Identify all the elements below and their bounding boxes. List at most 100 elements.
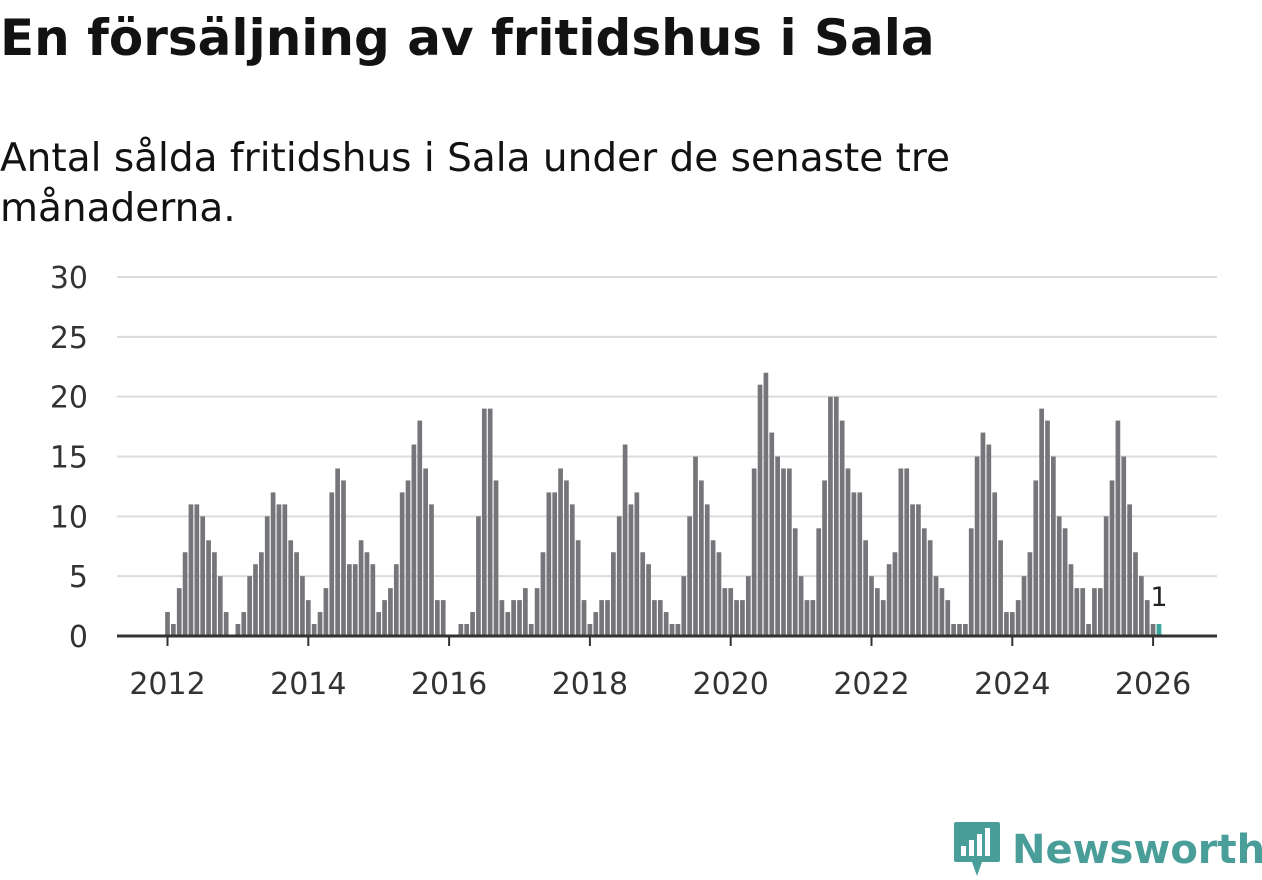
bar [921,528,927,636]
bar [751,468,757,636]
bar [329,492,335,636]
bar [165,612,170,636]
bar [300,576,305,636]
y-tick-label: 0 [69,620,88,655]
bar [693,456,698,636]
bar [968,528,974,636]
bar [933,576,939,636]
bar [687,516,692,636]
bar [745,576,751,636]
bar [1133,552,1138,636]
bar [640,552,646,636]
y-tick-label: 15 [50,441,88,476]
bar [681,576,687,636]
bar [804,600,810,636]
bar [886,564,892,636]
bar [757,384,763,636]
bar [370,564,376,636]
bar [259,552,264,636]
bar [704,504,710,636]
bar [669,624,675,636]
bar [1015,600,1021,636]
bar [587,624,593,636]
bar [288,540,294,636]
bar [775,456,780,636]
bar [534,588,540,636]
x-tick-label: 2020 [693,667,769,702]
x-tick-label: 2014 [270,667,346,702]
x-tick-label: 2012 [129,667,205,702]
bar [540,552,546,636]
bar [769,432,775,636]
bar [974,456,980,636]
bar [382,600,387,636]
bar [1068,564,1074,636]
x-tick-label: 2018 [552,667,628,702]
bar [341,480,346,636]
bar [622,444,628,636]
bar [599,600,604,636]
bar [364,552,370,636]
bar [851,492,857,636]
bar [217,576,223,636]
chart-subtitle: Antal sålda fritidshus i Sala under de s… [0,136,951,231]
bar [916,504,921,636]
bar [376,612,382,636]
bar [1027,552,1033,636]
bar [792,528,798,636]
bar [892,552,898,636]
bar [1097,588,1103,636]
bar [411,444,417,636]
bar [728,588,734,636]
y-tick-label: 20 [50,381,88,416]
bar [405,480,411,636]
bar [628,504,634,636]
bar [270,492,276,636]
bar [176,588,182,636]
y-tick-label: 30 [50,261,88,296]
bar [699,480,704,636]
bar [552,492,558,636]
bar [822,480,827,636]
bar [388,588,393,636]
bar [575,540,581,636]
bar [458,624,464,636]
bar [675,624,681,636]
bar [493,480,499,636]
bar [1109,480,1115,636]
bar [393,564,399,636]
bar [1009,612,1015,636]
bar [581,600,587,636]
bar [787,468,792,636]
bar [857,492,863,636]
bar [399,492,405,636]
bar [611,552,616,636]
bar [657,600,663,636]
bar [247,576,252,636]
bar [833,396,839,636]
bar [939,588,945,636]
bar [816,528,822,636]
bar [171,624,176,636]
bar [957,624,962,636]
bar [1080,588,1086,636]
bar [593,612,599,636]
bar [1062,528,1068,636]
bar [476,516,481,636]
bar [417,420,423,636]
bar [188,504,194,636]
x-axis-ticks [166,636,1155,646]
bar [839,420,845,636]
bar [716,552,722,636]
bar [845,468,851,636]
bar [1086,624,1091,636]
chart-title: En försäljning av fritidshus i Sala [0,9,935,67]
bar [910,504,915,636]
bar [1139,576,1144,636]
bar [992,492,998,636]
x-tick-label: 2024 [974,667,1050,702]
bar [763,372,769,636]
bar [440,600,446,636]
bar [652,600,657,636]
bar [810,600,816,636]
